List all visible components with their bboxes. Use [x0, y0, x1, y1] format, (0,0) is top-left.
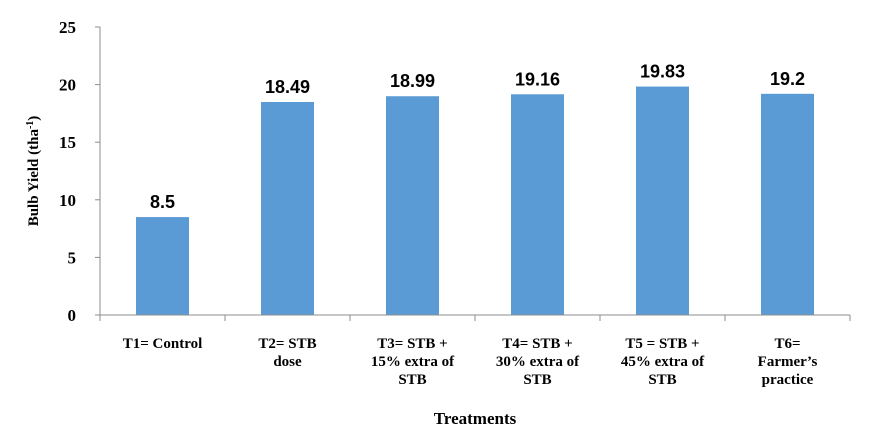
x-category-label-line: T5 = STB +: [625, 336, 699, 352]
data-label: 19.2: [770, 69, 805, 89]
x-category-label-line: T3= STB +: [377, 336, 447, 352]
x-category-label-line: 15% extra of: [371, 354, 455, 370]
data-labels: 8.5 18.49 18.99 19.16 19.83 19.2: [150, 62, 805, 213]
x-axis-title: Treatments: [434, 409, 517, 428]
x-category-label: T6= Farmer’s practice: [758, 336, 818, 388]
bar: [136, 217, 189, 315]
y-axis-title-end: ): [26, 116, 42, 121]
x-category-label-line: STB: [523, 372, 551, 388]
x-category-label: T5 = STB + 45% extra of STB: [621, 336, 705, 388]
y-tick-label: 25: [59, 18, 76, 37]
x-category-label: T1= Control: [123, 336, 203, 352]
y-tick-label: 15: [59, 133, 76, 152]
x-category-label-line: practice: [762, 372, 814, 388]
y-tick-label: 20: [59, 76, 76, 95]
data-label: 18.99: [390, 71, 435, 91]
bar: [386, 96, 439, 315]
x-category-label-line: T4= STB +: [502, 336, 572, 352]
x-category-label-line: T6=: [774, 336, 800, 352]
y-tick-label: 5: [68, 248, 77, 267]
bars: [136, 86, 814, 316]
x-axis-category-labels: T1= Control T2= STB dose T3= STB + 15% extra…: [123, 336, 818, 388]
y-axis-title-sup: -1: [25, 121, 36, 129]
data-label: 8.5: [150, 192, 175, 212]
x-category-label-line: STB: [648, 372, 676, 388]
x-category-label-line: STB: [398, 372, 426, 388]
data-label: 18.49: [265, 77, 310, 97]
x-category-label-line: T2= STB: [258, 336, 316, 352]
y-tick-label: 0: [68, 306, 77, 325]
y-axis-title-main: Bulb Yield (tha: [26, 129, 42, 227]
bar: [761, 93, 814, 315]
bar: [511, 94, 564, 316]
x-category-label: T3= STB + 15% extra of STB: [371, 336, 455, 388]
y-axis-ticks: 0 5 10 15 20 25: [59, 18, 851, 325]
x-category-label-line: dose: [273, 354, 302, 370]
x-category-label: T2= STB dose: [258, 336, 316, 370]
data-label: 19.16: [515, 69, 560, 89]
bar: [636, 86, 689, 315]
x-category-label-line: 45% extra of: [621, 354, 705, 370]
x-category-label: T4= STB + 30% extra of STB: [496, 336, 580, 388]
x-category-label-line: T1= Control: [123, 336, 203, 352]
y-axis-title: Bulb Yield (tha-1): [25, 116, 43, 227]
bar: [261, 101, 314, 315]
x-category-label-line: 30% extra of: [496, 354, 580, 370]
x-category-label-line: Farmer’s: [758, 354, 818, 370]
data-label: 19.83: [640, 62, 685, 82]
y-tick-label: 10: [59, 191, 76, 210]
